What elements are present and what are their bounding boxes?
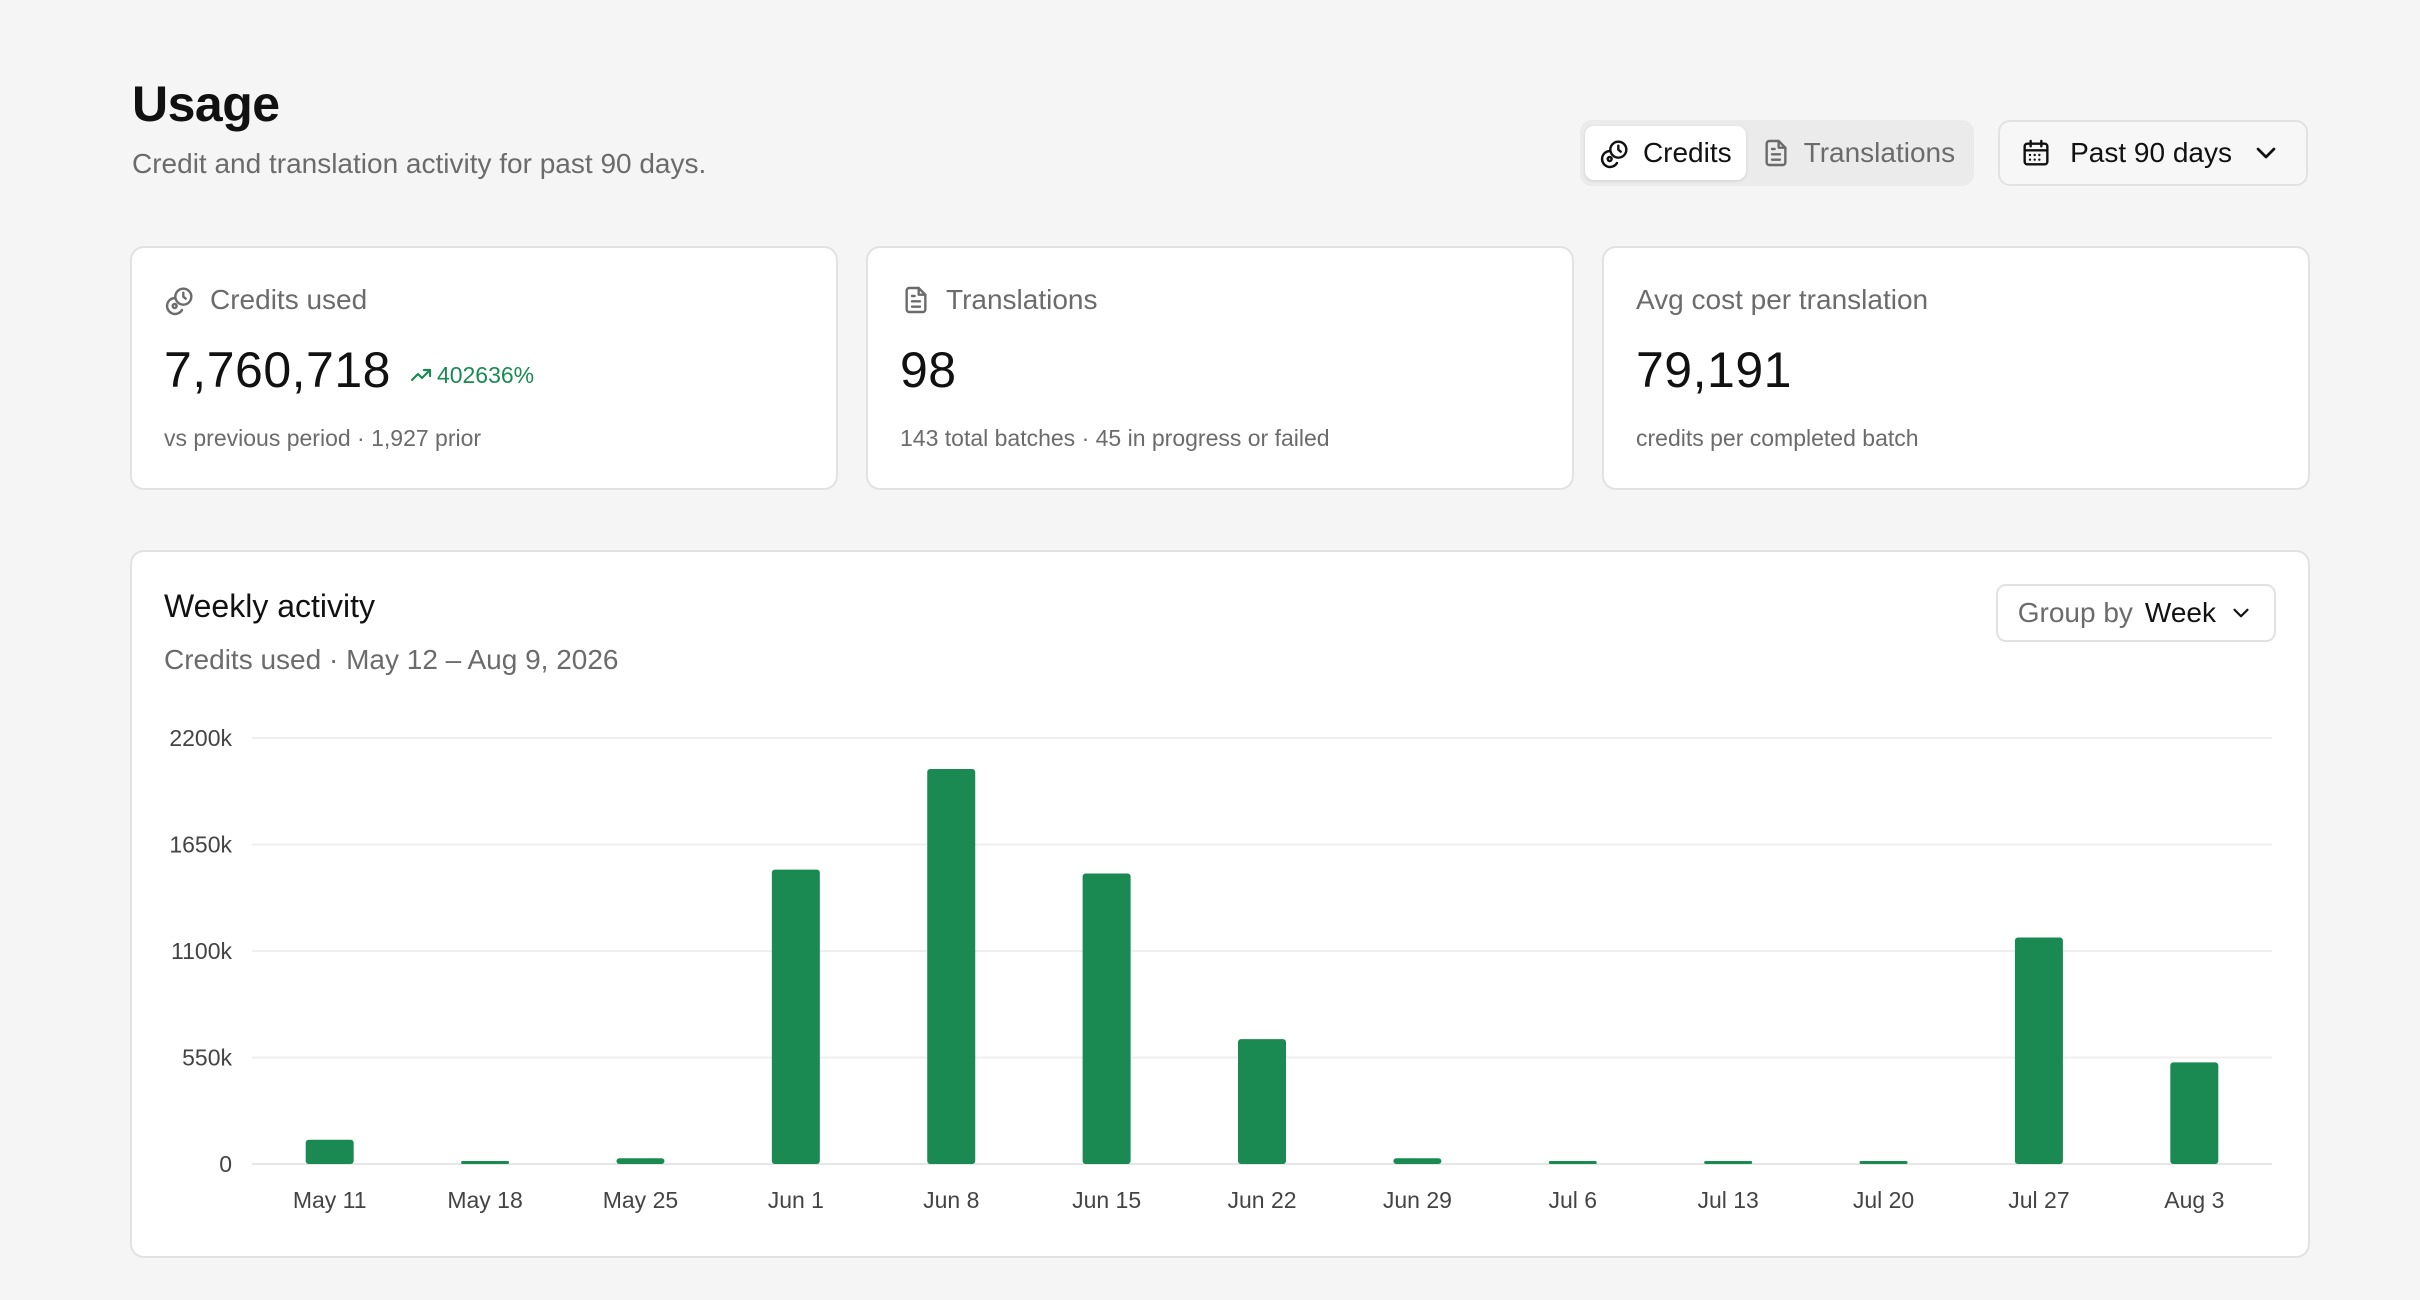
- date-range-label: Past 90 days: [2070, 137, 2232, 168]
- x-tick-label: May 18: [447, 1187, 522, 1213]
- calendar-icon: [2023, 139, 2049, 166]
- weekly-bar-chart: 0 550k 1100k 1650k 2200k May 11 May 18 May 25 Ju…: [169, 725, 2272, 1213]
- x-tick-label: Jun 15: [1072, 1187, 1141, 1213]
- translations-tab[interactable]: Translations: [1746, 126, 1969, 180]
- card-label: Credits used: [210, 284, 368, 315]
- bar[interactable]: [461, 1161, 510, 1164]
- page-header: Usage Credit and translation activity fo…: [132, 70, 706, 184]
- card-header: Credits used: [164, 282, 804, 318]
- x-tick-label: Jun 8: [923, 1187, 979, 1213]
- coins-icon: [1600, 140, 1628, 169]
- bar[interactable]: [1082, 873, 1131, 1164]
- weekly-activity-panel: Weekly activity Credits used · May 12 – …: [130, 550, 2310, 1258]
- y-tick-label: 2200k: [169, 725, 232, 751]
- page-subtitle: Credit and translation activity for past…: [132, 148, 707, 179]
- card-value-row: 7,760,718 402636%: [164, 342, 804, 398]
- credits-used-value: 7,760,718: [164, 342, 391, 398]
- stat-cards: Credits used 7,760,718 402636% vs previo…: [130, 246, 2310, 490]
- x-tick-label: Jul 13: [1697, 1187, 1758, 1213]
- bar[interactable]: [1548, 1161, 1597, 1164]
- x-tick-label: May 25: [603, 1187, 678, 1213]
- bar[interactable]: [1393, 1158, 1442, 1164]
- trend-value: 402636%: [436, 361, 535, 388]
- card-footnote: vs previous period · 1,927 prior: [164, 425, 482, 451]
- trend-badge: 402636%: [409, 362, 534, 389]
- y-tick-label: 1100k: [171, 938, 232, 964]
- header-controls: Credits Translations Past 90 days: [1579, 120, 2308, 186]
- card-header: Translations: [900, 282, 1540, 318]
- page-title: Usage: [132, 76, 280, 132]
- y-tick-label: 0: [219, 1151, 232, 1177]
- credits-used-card: Credits used 7,760,718 402636% vs previo…: [130, 246, 838, 490]
- coins-icon: [165, 287, 193, 316]
- card-value-row: 98: [900, 342, 1540, 398]
- group-by-value: Week: [2144, 597, 2216, 628]
- bar[interactable]: [927, 768, 976, 1164]
- x-tick-label: Jul 6: [1548, 1187, 1597, 1213]
- panel-subtitle: Credits used · May 12 – Aug 9, 2026: [164, 644, 619, 675]
- group-by-select[interactable]: Group by Week: [1995, 584, 2276, 642]
- translations-value: 98: [900, 342, 957, 398]
- panel-title: Weekly activity: [164, 588, 376, 624]
- credits-tab[interactable]: Credits: [1584, 126, 1746, 180]
- credits-tab-label: Credits: [1642, 137, 1732, 168]
- date-range-select[interactable]: Past 90 days: [1998, 120, 2308, 186]
- avg-cost-card: Avg cost per translation 79,191 credits …: [1602, 246, 2310, 490]
- card-value-row: 79,191: [1636, 342, 2276, 398]
- group-by-label: Group by: [2017, 597, 2133, 628]
- card-footnote: 143 total batches · 45 in progress or fa…: [900, 425, 1330, 451]
- bar[interactable]: [771, 869, 820, 1164]
- bar[interactable]: [1859, 1161, 1908, 1164]
- chevron-down-icon: [2256, 147, 2276, 159]
- chevron-down-icon: [2233, 608, 2249, 618]
- x-tick-label: Jun 1: [768, 1187, 824, 1213]
- bar[interactable]: [2170, 1062, 2219, 1164]
- document-icon: [905, 286, 927, 314]
- translations-tab-label: Translations: [1803, 137, 1956, 168]
- x-tick-label: Jul 20: [1853, 1187, 1914, 1213]
- card-label: Avg cost per translation: [1636, 284, 1929, 315]
- bar[interactable]: [1238, 1039, 1286, 1164]
- bar[interactable]: [305, 1139, 354, 1164]
- y-tick-label: 550k: [182, 1045, 232, 1071]
- bar[interactable]: [616, 1158, 665, 1164]
- card-footnote: credits per completed batch: [1636, 425, 1919, 451]
- x-tick-label: Aug 3: [2164, 1187, 2224, 1213]
- x-tick-label: Jun 22: [1227, 1187, 1296, 1213]
- trending-up-icon: [410, 368, 432, 382]
- bar[interactable]: [1704, 1161, 1753, 1164]
- x-tick-label: Jul 27: [2008, 1187, 2069, 1213]
- metric-toggle: Credits Translations: [1579, 120, 1975, 186]
- bar[interactable]: [2014, 937, 2063, 1164]
- card-header: Avg cost per translation: [1636, 282, 2276, 318]
- x-tick-label: Jun 29: [1383, 1187, 1452, 1213]
- x-tick-label: May 11: [293, 1187, 367, 1213]
- translations-card: Translations 98 143 total batches · 45 i…: [866, 246, 1574, 490]
- card-label: Translations: [946, 284, 1098, 315]
- y-tick-label: 1650k: [169, 832, 232, 858]
- document-icon: [1765, 139, 1787, 167]
- avg-cost-value: 79,191: [1636, 342, 1792, 398]
